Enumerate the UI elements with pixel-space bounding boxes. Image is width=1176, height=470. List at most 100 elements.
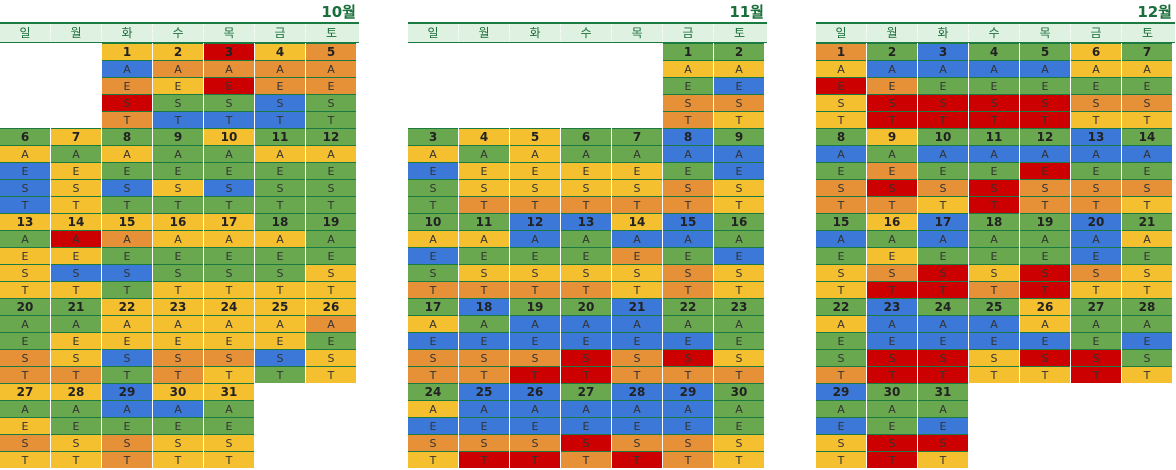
shift-a[interactable]: A — [561, 230, 611, 247]
shift-e[interactable]: E — [510, 247, 560, 264]
shift-a[interactable]: A — [867, 60, 917, 77]
shift-t[interactable]: T — [102, 366, 152, 383]
day-cell[interactable]: 26 A E S T — [510, 383, 561, 468]
shift-e[interactable]: E — [714, 162, 764, 179]
shift-e[interactable]: E — [1020, 247, 1070, 264]
day-cell[interactable]: 29 A E S T — [663, 383, 714, 468]
shift-e[interactable]: E — [918, 247, 968, 264]
shift-e[interactable]: E — [459, 332, 509, 349]
shift-t[interactable]: T — [663, 196, 713, 213]
shift-a[interactable]: A — [714, 60, 764, 77]
shift-s[interactable]: S — [969, 94, 1019, 111]
shift-t[interactable]: T — [255, 366, 305, 383]
shift-s[interactable]: S — [612, 179, 662, 196]
shift-a[interactable]: A — [663, 60, 713, 77]
shift-s[interactable]: S — [561, 349, 611, 366]
shift-s[interactable]: S — [510, 179, 560, 196]
day-cell[interactable]: 20 A E S T — [0, 298, 51, 383]
shift-a[interactable]: A — [102, 60, 152, 77]
day-cell[interactable]: 31 A E S T — [204, 383, 255, 468]
day-cell[interactable]: 16 A E S T — [714, 213, 765, 298]
day-cell[interactable]: 14 A E S T — [1122, 128, 1173, 213]
shift-e[interactable]: E — [561, 332, 611, 349]
shift-e[interactable]: E — [714, 247, 764, 264]
shift-e[interactable]: E — [663, 247, 713, 264]
shift-s[interactable]: S — [1122, 94, 1172, 111]
shift-a[interactable]: A — [612, 400, 662, 417]
shift-t[interactable]: T — [204, 451, 254, 468]
shift-e[interactable]: E — [816, 247, 866, 264]
shift-s[interactable]: S — [153, 94, 203, 111]
shift-t[interactable]: T — [612, 281, 662, 298]
day-cell[interactable]: 24 A E S T — [918, 298, 969, 383]
shift-a[interactable]: A — [612, 315, 662, 332]
shift-e[interactable]: E — [612, 417, 662, 434]
day-cell[interactable]: 22 A E S T — [102, 298, 153, 383]
shift-a[interactable]: A — [663, 145, 713, 162]
shift-e[interactable]: E — [816, 162, 866, 179]
shift-e[interactable]: E — [255, 247, 305, 264]
shift-s[interactable]: S — [714, 349, 764, 366]
day-cell[interactable]: 27 A E S T — [561, 383, 612, 468]
day-cell[interactable]: 13 A E S T — [1071, 128, 1122, 213]
shift-a[interactable]: A — [1071, 315, 1121, 332]
shift-t[interactable]: T — [918, 281, 968, 298]
shift-t[interactable]: T — [714, 281, 764, 298]
shift-s[interactable]: S — [1122, 349, 1172, 366]
shift-s[interactable]: S — [0, 349, 50, 366]
shift-a[interactable]: A — [153, 145, 203, 162]
shift-a[interactable]: A — [306, 315, 356, 332]
shift-a[interactable]: A — [0, 145, 50, 162]
shift-a[interactable]: A — [612, 230, 662, 247]
day-cell[interactable]: 22 A E S T — [816, 298, 867, 383]
shift-a[interactable]: A — [816, 400, 866, 417]
shift-s[interactable]: S — [510, 264, 560, 281]
shift-t[interactable]: T — [0, 281, 50, 298]
shift-t[interactable]: T — [102, 281, 152, 298]
shift-s[interactable]: S — [714, 179, 764, 196]
day-cell[interactable]: 18 A E S T — [459, 298, 510, 383]
shift-e[interactable]: E — [612, 247, 662, 264]
shift-s[interactable]: S — [612, 349, 662, 366]
shift-t[interactable]: T — [51, 196, 101, 213]
shift-t[interactable]: T — [663, 451, 713, 468]
shift-a[interactable]: A — [459, 230, 509, 247]
shift-a[interactable]: A — [204, 145, 254, 162]
shift-t[interactable]: T — [510, 281, 560, 298]
shift-e[interactable]: E — [969, 77, 1019, 94]
shift-e[interactable]: E — [1020, 162, 1070, 179]
shift-a[interactable]: A — [1071, 145, 1121, 162]
shift-a[interactable]: A — [102, 315, 152, 332]
shift-t[interactable]: T — [867, 281, 917, 298]
shift-t[interactable]: T — [1020, 111, 1070, 128]
shift-e[interactable]: E — [102, 417, 152, 434]
shift-e[interactable]: E — [510, 332, 560, 349]
shift-s[interactable]: S — [255, 349, 305, 366]
shift-s[interactable]: S — [306, 349, 356, 366]
shift-s[interactable]: S — [867, 264, 917, 281]
shift-e[interactable]: E — [1071, 77, 1121, 94]
shift-a[interactable]: A — [51, 230, 101, 247]
shift-s[interactable]: S — [867, 434, 917, 451]
day-cell[interactable]: 20 A E S T — [561, 298, 612, 383]
shift-t[interactable]: T — [561, 451, 611, 468]
shift-a[interactable]: A — [1122, 145, 1172, 162]
shift-e[interactable]: E — [102, 77, 152, 94]
shift-t[interactable]: T — [510, 366, 560, 383]
shift-s[interactable]: S — [612, 264, 662, 281]
day-cell[interactable]: 10 A E S T — [204, 128, 255, 213]
shift-s[interactable]: S — [204, 349, 254, 366]
day-cell[interactable]: 13 A E S T — [561, 213, 612, 298]
shift-a[interactable]: A — [204, 315, 254, 332]
shift-e[interactable]: E — [663, 417, 713, 434]
day-cell[interactable]: 19 A E S T — [306, 213, 357, 298]
shift-s[interactable]: S — [663, 264, 713, 281]
shift-t[interactable]: T — [612, 196, 662, 213]
shift-s[interactable]: S — [510, 434, 560, 451]
shift-t[interactable]: T — [153, 111, 203, 128]
shift-t[interactable]: T — [816, 111, 866, 128]
